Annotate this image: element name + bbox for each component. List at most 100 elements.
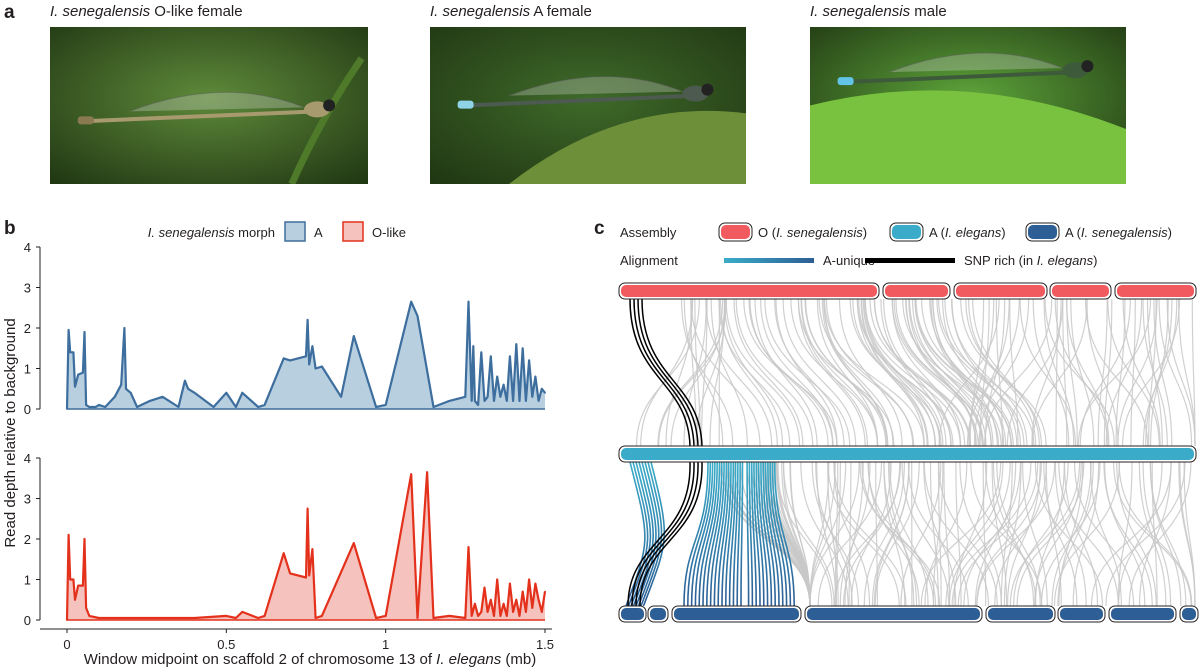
data-point	[464, 617, 467, 619]
o-senegalensis-scaffold	[885, 285, 948, 297]
data-point	[489, 355, 492, 358]
snp-rich-swatch	[865, 258, 955, 263]
synteny-link	[723, 298, 784, 447]
leaf	[810, 90, 1126, 184]
photo-caption: I. senegalensis A female	[430, 3, 592, 20]
data-point	[72, 351, 75, 354]
data-point	[83, 538, 86, 540]
data-point	[77, 584, 80, 587]
data-point	[82, 584, 84, 587]
synteny-link	[1070, 298, 1095, 447]
synteny-link	[902, 298, 1002, 447]
synteny-link	[1183, 461, 1196, 607]
data-point	[474, 400, 476, 402]
y-tick-label: 3	[24, 281, 31, 296]
synteny-link	[957, 461, 1039, 607]
synteny-link	[992, 461, 1035, 607]
data-point	[502, 602, 505, 605]
synteny-link	[1079, 298, 1131, 447]
data-point	[525, 611, 527, 613]
synteny-link	[1043, 298, 1075, 447]
data-point	[129, 617, 132, 619]
data-point	[502, 383, 505, 386]
data-point	[263, 404, 266, 406]
data-point	[88, 615, 91, 617]
data-point	[540, 611, 543, 613]
data-point	[305, 576, 307, 579]
a-senegalensis-scaffold	[650, 608, 666, 620]
data-point	[505, 400, 508, 402]
a-senegalensis-scaffold	[621, 608, 644, 620]
a-unique-link	[767, 461, 784, 607]
synteny-link	[1003, 461, 1022, 607]
synteny-link	[948, 461, 1011, 607]
synteny-link	[1148, 298, 1157, 447]
data-point	[375, 406, 377, 408]
data-point	[480, 351, 483, 354]
data-point	[74, 598, 76, 601]
data-point	[521, 347, 524, 350]
photo-caption: I. senegalensis male	[810, 3, 947, 20]
data-point	[314, 367, 317, 370]
series-line	[65, 300, 546, 410]
synteny-link	[733, 298, 804, 447]
a-unique-link	[627, 461, 649, 607]
data-point	[305, 355, 307, 358]
synteny-link	[804, 298, 889, 447]
synteny-link	[976, 461, 1056, 607]
snp-rich-link	[629, 298, 691, 447]
data-point	[282, 552, 285, 555]
synteny-link	[1034, 461, 1082, 607]
synteny-link	[923, 461, 957, 607]
synteny-link	[782, 298, 857, 447]
a-unique-link	[694, 461, 716, 607]
data-point	[69, 578, 72, 581]
synteny-link	[749, 298, 829, 447]
data-point	[448, 400, 451, 402]
synteny-link	[774, 298, 845, 447]
synteny-link	[1032, 298, 1088, 447]
synteny-link	[776, 461, 833, 607]
synteny-plot: Assembly Alignment O (I. senegalensis) A (I…	[618, 222, 1199, 623]
synteny-link	[797, 298, 866, 447]
data-point	[518, 400, 521, 402]
data-point	[282, 357, 285, 360]
data-point	[432, 617, 435, 619]
synteny-link	[818, 298, 915, 447]
caption-species: I. senegalensis	[430, 3, 531, 20]
alignment-label: Alignment	[620, 253, 678, 268]
data-point	[509, 355, 511, 358]
synteny-link	[863, 298, 941, 447]
data-point	[225, 615, 228, 617]
synteny-link	[945, 461, 1004, 607]
data-point	[505, 615, 508, 617]
a-unique-link	[764, 461, 780, 607]
synteny-link	[924, 461, 968, 607]
caption-species: I. senegalensis	[50, 3, 151, 20]
a-unique-link	[746, 461, 750, 607]
data-point	[467, 546, 470, 548]
synteny-link	[1153, 298, 1173, 447]
a-senegalensis-scaffold	[1111, 608, 1174, 620]
a-senegalensis-scaffold	[807, 608, 980, 620]
data-point	[483, 400, 486, 402]
y-tick-label: 1	[24, 362, 31, 377]
x-tick-label: 1	[382, 637, 389, 652]
snp-rich-link	[635, 461, 699, 607]
synteny-link	[1166, 298, 1196, 447]
data-point	[74, 385, 76, 388]
panel-b-letter: b	[4, 218, 16, 239]
x-tick-label: 0	[63, 637, 70, 652]
synteny-link	[991, 461, 1008, 607]
data-point	[311, 345, 314, 348]
data-point	[241, 391, 244, 394]
data-point	[104, 406, 107, 408]
data-point	[426, 471, 428, 474]
links-top-middle	[635, 298, 1196, 447]
tail-tip	[837, 77, 854, 86]
synteny-link	[874, 298, 966, 447]
data-point	[306, 319, 309, 321]
synteny-link	[1130, 298, 1136, 447]
head	[701, 83, 714, 96]
a-senegalensis-scaffold	[1182, 608, 1196, 620]
